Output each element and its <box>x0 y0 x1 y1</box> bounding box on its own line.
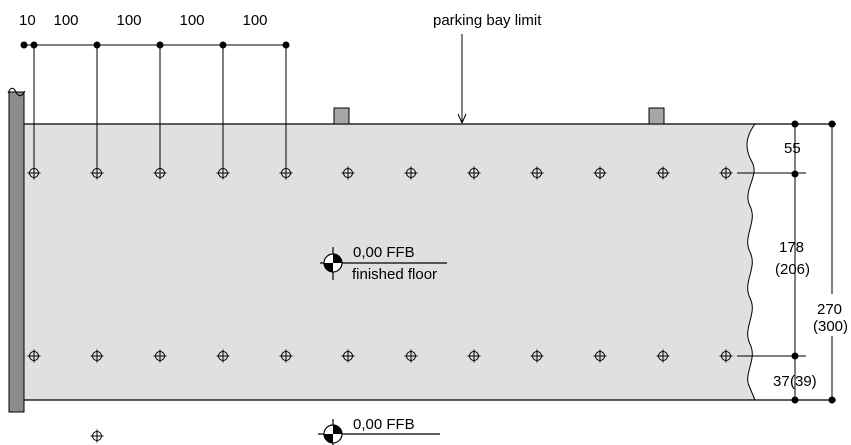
dim-39-label: (39) <box>790 373 817 390</box>
anchor-point-icon <box>341 166 355 180</box>
finished-floor-label: finished floor <box>352 266 437 283</box>
anchor-point-icon <box>27 349 41 363</box>
anchor-point-icon <box>341 349 355 363</box>
dim-37-label: 37 <box>773 373 790 390</box>
floor-level-label: 0,00 FFB <box>353 244 415 261</box>
dim-270-label: 270 <box>817 301 842 318</box>
bottom-level-label: 0,00 FFB <box>353 416 415 433</box>
anchor-point-icon <box>719 166 733 180</box>
dim-label-100: 100 <box>179 12 204 29</box>
dim-label-100: 100 <box>53 12 78 29</box>
dim-178-label: 178 <box>779 239 804 256</box>
anchor-point-icon <box>279 349 293 363</box>
anchor-point-icon <box>153 349 167 363</box>
anchor-point-icon <box>593 349 607 363</box>
right-dimension-chain <box>737 120 836 404</box>
anchor-points <box>27 166 733 443</box>
anchor-point-icon <box>404 349 418 363</box>
parking-bay-arrow <box>457 34 467 125</box>
anchor-point-icon <box>90 349 104 363</box>
wall <box>7 87 26 413</box>
break-line <box>746 123 756 401</box>
post-marker <box>648 107 665 125</box>
dim-300-label: (300) <box>813 318 848 335</box>
anchor-point-icon <box>153 166 167 180</box>
floor-slab <box>24 124 755 400</box>
dim-label-100: 100 <box>116 12 141 29</box>
anchor-point-icon <box>467 349 481 363</box>
anchor-point-icon <box>656 166 670 180</box>
anchor-point-icon <box>90 166 104 180</box>
top-dimension-chain <box>20 41 290 173</box>
anchor-point-icon <box>27 166 41 180</box>
level-mark-icon <box>318 419 440 445</box>
dim-label-100: 100 <box>242 12 267 29</box>
anchor-point-icon <box>467 166 481 180</box>
anchor-point-icon <box>404 166 418 180</box>
anchor-point-icon <box>719 349 733 363</box>
anchor-point-icon <box>530 349 544 363</box>
dim-206-label: (206) <box>775 261 810 278</box>
anchor-point-icon <box>593 166 607 180</box>
post-marker <box>333 107 350 125</box>
anchor-point-icon <box>656 349 670 363</box>
parking-bay-label: parking bay limit <box>433 12 542 29</box>
level-mark-icon <box>320 247 447 280</box>
dim-55-label: 55 <box>784 140 801 157</box>
anchor-point-icon <box>530 166 544 180</box>
anchor-point-icon <box>90 429 104 443</box>
dim-label-10: 10 <box>19 12 36 29</box>
anchor-point-icon <box>279 166 293 180</box>
dim-label-backing <box>813 294 851 336</box>
anchor-point-icon <box>216 166 230 180</box>
anchor-point-icon <box>216 349 230 363</box>
